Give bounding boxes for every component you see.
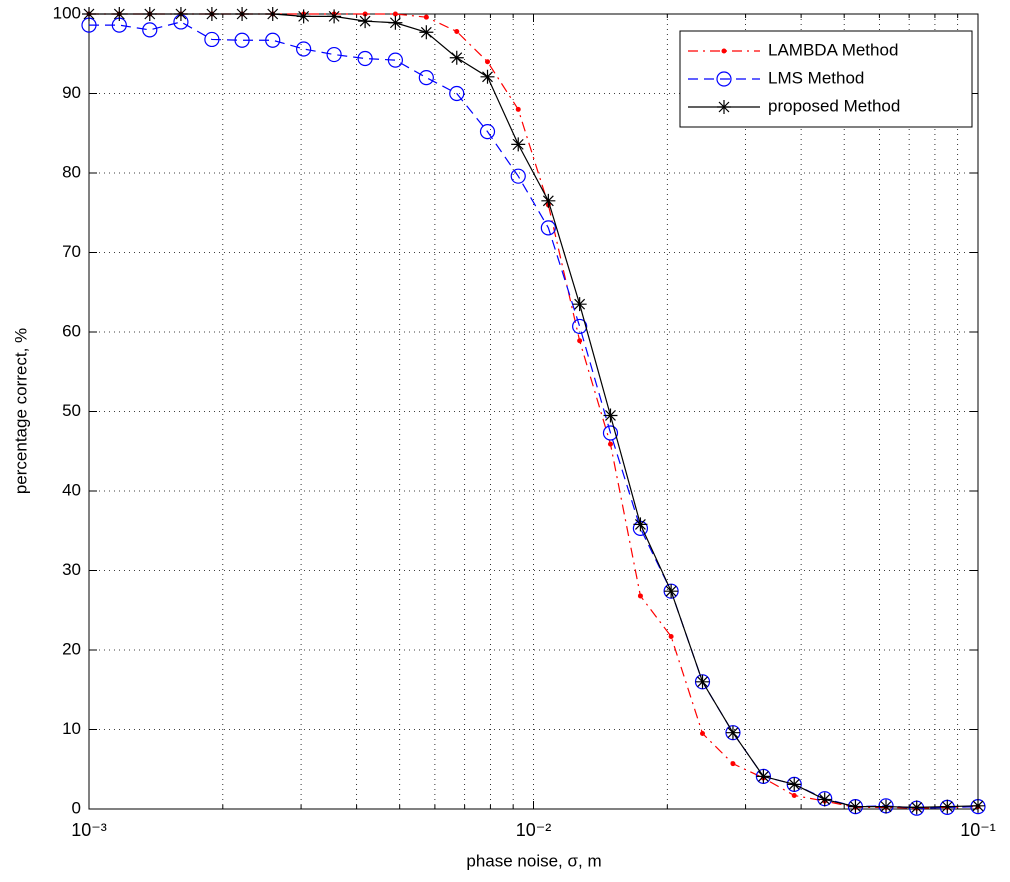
legend-label: proposed Method — [768, 96, 900, 115]
point — [204, 31, 220, 48]
point — [419, 25, 434, 40]
point — [388, 15, 403, 30]
point — [515, 106, 521, 112]
point — [511, 137, 526, 152]
point — [940, 799, 955, 814]
point — [879, 799, 894, 814]
x-axis-label: phase noise, σ, m — [466, 851, 601, 870]
y-tick-label: 100 — [53, 3, 81, 22]
x-tick-label: 10⁻² — [516, 820, 552, 840]
point — [540, 220, 556, 236]
point — [756, 769, 771, 784]
point — [971, 798, 985, 813]
legend: LAMBDA Method LMS Method proposed Method — [679, 30, 973, 128]
point — [909, 800, 924, 815]
y-tick-label: 80 — [62, 162, 81, 181]
legend-label: LMS Method — [768, 68, 864, 87]
point — [603, 408, 618, 423]
y-tick-label: 10 — [62, 719, 81, 738]
y-tick-label: 50 — [62, 401, 81, 420]
point — [392, 11, 398, 17]
legend-marker — [721, 48, 727, 54]
point — [423, 14, 429, 20]
point — [449, 50, 464, 65]
point — [668, 633, 674, 639]
legend-marker — [717, 100, 731, 114]
point — [362, 11, 368, 17]
series-line — [89, 21, 979, 809]
point — [787, 777, 802, 792]
y-tick-label: 70 — [62, 242, 81, 261]
point — [454, 28, 460, 34]
point — [173, 7, 188, 21]
point — [541, 193, 556, 208]
x-tick-label: 10⁻³ — [71, 820, 107, 840]
point — [572, 318, 588, 335]
point — [296, 9, 311, 24]
point — [480, 69, 495, 84]
y-tick-label: 60 — [62, 321, 81, 340]
point — [730, 761, 736, 767]
point — [357, 50, 373, 67]
point — [637, 593, 643, 599]
point — [265, 32, 281, 48]
plot-frame — [88, 13, 979, 810]
point — [358, 14, 373, 29]
point — [848, 799, 863, 814]
point — [326, 46, 342, 63]
point — [577, 338, 583, 344]
legend-label: LAMBDA Method — [768, 40, 898, 59]
point — [817, 792, 832, 807]
point — [112, 7, 127, 21]
legend-marker — [716, 71, 732, 87]
point — [327, 9, 342, 24]
point — [607, 441, 613, 447]
point — [510, 168, 526, 184]
point — [700, 730, 706, 736]
y-tick-label: 0 — [72, 798, 81, 817]
point — [572, 297, 587, 312]
point — [142, 22, 158, 38]
point — [296, 41, 312, 57]
point — [485, 59, 491, 65]
point — [725, 725, 740, 740]
x-tick-label: 10⁻¹ — [960, 820, 996, 840]
y-tick-label: 20 — [62, 639, 81, 658]
point — [602, 425, 619, 441]
point — [234, 32, 250, 48]
y-tick-label: 30 — [62, 560, 81, 579]
point — [418, 69, 434, 86]
point — [265, 7, 280, 21]
y-axis-label: percentage correct, % — [11, 328, 30, 494]
point — [387, 52, 403, 68]
point — [695, 674, 710, 689]
y-tick-label: 90 — [62, 83, 81, 102]
point — [791, 792, 797, 798]
point — [664, 584, 679, 599]
point — [449, 85, 465, 102]
point — [479, 124, 496, 140]
point — [142, 7, 157, 21]
point — [82, 7, 96, 21]
y-tick-label: 40 — [62, 480, 81, 499]
point — [235, 7, 250, 21]
point — [633, 517, 648, 532]
point — [204, 7, 219, 21]
